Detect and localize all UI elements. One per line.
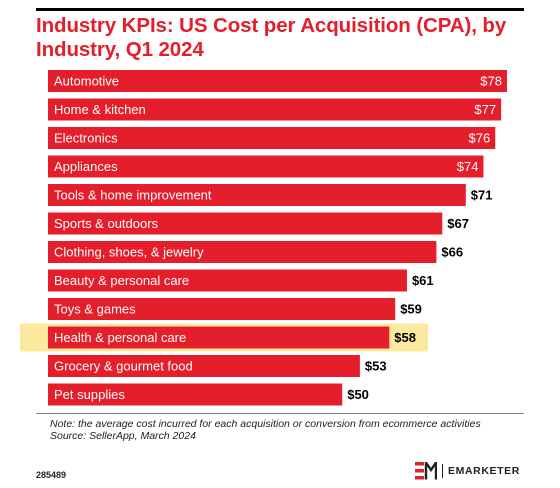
bar-label-toys-games: Toys & games — [54, 302, 136, 317]
chart-notes: Note: the average cost incurred for each… — [50, 418, 520, 442]
value-label-beauty-personal-care: $61 — [412, 273, 434, 288]
bar-label-beauty-personal-care: Beauty & personal care — [54, 273, 189, 288]
top-rule — [36, 8, 524, 11]
bar-label-tools-home-improvement: Tools & home improvement — [54, 188, 212, 203]
bar-label-electronics: Electronics — [54, 131, 118, 146]
bar-label-sports-outdoors: Sports & outdoors — [54, 216, 159, 231]
chart-title: Industry KPIs: US Cost per Acquisition (… — [36, 14, 507, 61]
value-label-sports-outdoors: $67 — [447, 216, 469, 231]
bar-clothing-shoes-jewelry — [48, 241, 437, 263]
bar-beauty-personal-care — [48, 269, 407, 292]
bar-home-kitchen — [48, 98, 502, 121]
value-label-grocery-gourmet-food: $53 — [365, 359, 387, 374]
em-logo-icon — [415, 462, 437, 480]
bar-label-automotive: Automotive — [54, 74, 119, 89]
bar-chart: Automotive $78 Home & kitchen $77 Electronic… — [20, 70, 507, 406]
bar-electronics — [48, 127, 496, 149]
logo-divider — [442, 464, 443, 478]
value-label-home-kitchen: $77 — [474, 102, 496, 117]
value-label-pet-supplies: $50 — [347, 387, 369, 402]
value-label-automotive: $78 — [480, 74, 502, 89]
chart-id: 285489 — [36, 470, 67, 480]
value-label-electronics: $76 — [469, 131, 491, 146]
value-label-toys-games: $59 — [400, 302, 422, 317]
bar-toys-games — [48, 298, 396, 320]
bar-label-health-personal-care: Health & personal care — [54, 330, 186, 345]
bar-sports-outdoors — [48, 212, 443, 235]
bar-health-personal-care — [48, 326, 390, 349]
bar-label-clothing-shoes-jewelry: Clothing, shoes, & jewelry — [54, 245, 204, 260]
value-label-clothing-shoes-jewelry: $66 — [441, 245, 463, 260]
bar-tools-home-improvement — [48, 184, 466, 206]
bar-label-pet-supplies: Pet supplies — [54, 387, 125, 402]
value-label-health-personal-care: $58 — [394, 330, 416, 345]
bar-label-home-kitchen: Home & kitchen — [54, 102, 146, 117]
bar-appliances — [48, 155, 484, 178]
bar-label-grocery-gourmet-food: Grocery & gourmet food — [54, 359, 193, 374]
emarketer-logo: EMARKETER — [415, 462, 520, 480]
bar-automotive — [48, 70, 507, 92]
value-label-appliances: $74 — [457, 159, 479, 174]
note-text: Note: the average cost incurred for each… — [50, 418, 481, 430]
bottom-rule — [36, 413, 524, 414]
bar-pet-supplies — [48, 383, 343, 406]
source-text: Source: SellerApp, March 2024 — [50, 430, 196, 442]
brand-name: EMARKETER — [448, 465, 520, 477]
bar-label-appliances: Appliances — [54, 159, 118, 174]
bar-grocery-gourmet-food — [48, 355, 360, 377]
value-label-tools-home-improvement: $71 — [471, 188, 493, 203]
